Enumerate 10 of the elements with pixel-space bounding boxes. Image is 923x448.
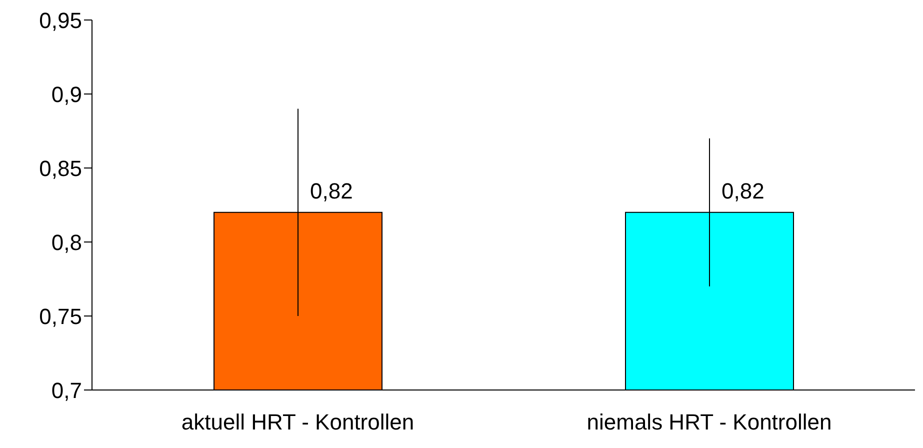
y-tick-label: 0,95 — [39, 8, 82, 33]
y-tick-label: 0,7 — [51, 378, 82, 403]
y-tick-label: 0,85 — [39, 156, 82, 181]
x-tick-label: niemals HRT - Kontrollen — [586, 410, 832, 435]
y-tick-label: 0,8 — [51, 230, 82, 255]
y-tick-label: 0,9 — [51, 82, 82, 107]
data-label: 0,82 — [722, 178, 764, 204]
y-tick-label: 0,75 — [39, 304, 82, 329]
data-label: 0,82 — [310, 178, 353, 204]
x-tick-label: aktuell HRT - Kontrollen — [181, 410, 414, 435]
